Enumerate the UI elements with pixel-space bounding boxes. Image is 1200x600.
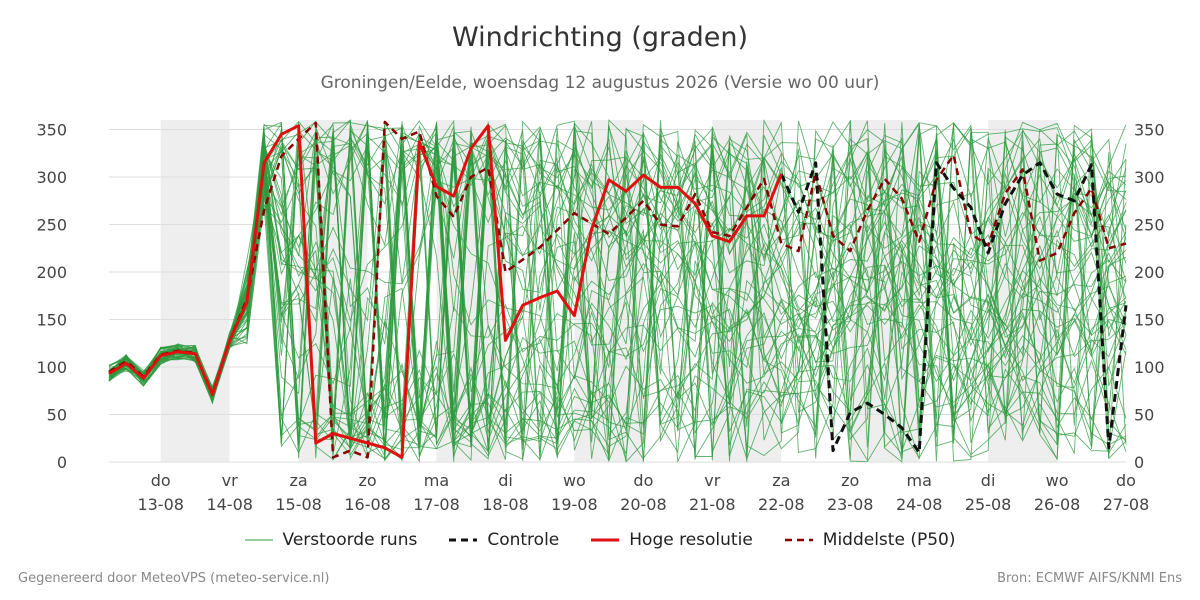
high-resolution-line (108, 124, 783, 459)
x-tick-date-label: 20-08 (620, 495, 667, 514)
legend-swatch-median (784, 538, 813, 542)
x-tick-day-label: za (289, 471, 307, 490)
x-tick-day-label: wo (563, 471, 586, 490)
x-tick-date-label: 19-08 (551, 495, 598, 514)
perturbed-run-line (108, 119, 1127, 453)
perturbed-run-line (108, 122, 1127, 462)
perturbed-run-line (108, 122, 1127, 463)
perturbed-run-line (108, 122, 1127, 463)
footer-generated-by: Gegenereerd door MeteoVPS (meteo-service… (18, 571, 330, 586)
x-tick-date-label: 22-08 (758, 495, 805, 514)
legend-swatch-perturbed (244, 539, 273, 541)
chart-subtitle: Groningen/Eelde, woensdag 12 augustus 20… (320, 73, 880, 93)
legend-label-hires: Hoge resolutie (629, 530, 753, 550)
perturbed-run-line (108, 124, 1127, 462)
y-tick-label-right: 50 (1134, 406, 1154, 425)
chart-title: Windrichting (graden) (451, 22, 749, 53)
y-axis-left: 0 50 100 150 200 250 300 350 (36, 121, 67, 473)
y-tick-label-right: 150 (1134, 311, 1165, 330)
x-axis: do 13-08 vr 14-08 za 15-08 zo 16-08 ma 17-08 di 18-… (137, 471, 1149, 514)
perturbed-run-line (108, 135, 1127, 457)
perturbed-run-line (108, 121, 1127, 457)
x-tick-date-label: 13-08 (137, 495, 184, 514)
x-tick-date-label: 24-08 (896, 495, 943, 514)
legend: Verstoorde runs Controle Hoge resolutie … (0, 530, 1200, 550)
x-tick-day-label: di (981, 471, 996, 490)
perturbed-run-line (108, 120, 1127, 450)
perturbed-run-line (108, 147, 1127, 456)
perturbed-run-line (108, 121, 1127, 451)
perturbed-run-line (108, 120, 1127, 463)
x-tick-day-label: vr (222, 471, 238, 490)
control-run-line (779, 161, 1128, 454)
y-tick-label-right: 250 (1134, 216, 1165, 235)
x-tick-date-label: 15-08 (275, 495, 322, 514)
perturbed-run-line (108, 120, 1127, 460)
x-tick-date-label: 25-08 (965, 495, 1012, 514)
x-tick-date-label: 17-08 (413, 495, 460, 514)
legend-item-control: Controle (449, 530, 559, 550)
legend-label-perturbed: Verstoorde runs (282, 530, 418, 550)
legend-label-median: Middelste (P50) (822, 530, 956, 550)
y-tick-label-left: 0 (57, 453, 67, 472)
perturbed-run-line (108, 124, 1127, 455)
legend-swatch-hires (591, 538, 620, 542)
footer-source: Bron: ECMWF AIFS/KNMI Ens (997, 571, 1182, 586)
x-tick-date-label: 27-08 (1103, 495, 1150, 514)
x-tick-date-label: 14-08 (206, 495, 253, 514)
legend-item-perturbed: Verstoorde runs (244, 530, 418, 550)
y-tick-label-left: 100 (36, 358, 67, 377)
perturbed-run-line (108, 119, 1127, 458)
y-tick-label-right: 350 (1134, 121, 1165, 140)
y-tick-label-left: 350 (36, 121, 67, 140)
perturbed-run-line (108, 120, 1127, 462)
perturbed-run-line (108, 129, 1127, 460)
y-tick-label-right: 300 (1134, 168, 1165, 187)
y-tick-label-left: 250 (36, 216, 67, 235)
perturbed-run-line (108, 127, 1127, 446)
y-tick-label-right: 200 (1134, 263, 1165, 282)
x-tick-day-label: di (498, 471, 513, 490)
legend-label-control: Controle (487, 530, 560, 550)
x-tick-date-label: 26-08 (1034, 495, 1081, 514)
y-tick-label-left: 50 (47, 406, 67, 425)
y-tick-label-right: 100 (1134, 358, 1165, 377)
perturbed-run-line (108, 124, 1127, 446)
perturbed-run-line (108, 121, 1127, 462)
y-tick-label-left: 150 (36, 311, 67, 330)
legend-swatch-control (449, 538, 478, 542)
shaded-day-band (160, 120, 230, 462)
x-tick-day-label: za (772, 471, 790, 490)
legend-item-hires: Hoge resolutie (591, 530, 753, 550)
x-tick-day-label: do (1116, 471, 1136, 490)
x-tick-date-label: 23-08 (827, 495, 874, 514)
perturbed-run-line (108, 119, 1127, 459)
main-series (108, 120, 1128, 459)
x-tick-day-label: wo (1046, 471, 1069, 490)
y-tick-label-left: 200 (36, 263, 67, 282)
x-tick-day-label: do (633, 471, 653, 490)
median-p50-line (108, 120, 1127, 459)
y-tick-label-right: 0 (1134, 453, 1144, 472)
x-tick-day-label: ma (907, 471, 932, 490)
x-tick-day-label: ma (424, 471, 449, 490)
x-tick-date-label: 21-08 (689, 495, 736, 514)
perturbed-run-line (108, 130, 1127, 460)
perturbed-run-line (108, 120, 1127, 463)
x-tick-day-label: do (151, 471, 171, 490)
x-tick-date-label: 16-08 (344, 495, 391, 514)
perturbed-run-line (108, 121, 1127, 460)
legend-item-median: Middelste (P50) (784, 530, 956, 550)
y-tick-label-left: 300 (36, 168, 67, 187)
x-tick-day-label: zo (359, 471, 377, 490)
x-tick-day-label: zo (841, 471, 859, 490)
x-tick-day-label: vr (704, 471, 720, 490)
x-tick-date-label: 18-08 (482, 495, 529, 514)
y-axis-right: 0 50 100 150 200 250 300 350 (1134, 121, 1165, 473)
